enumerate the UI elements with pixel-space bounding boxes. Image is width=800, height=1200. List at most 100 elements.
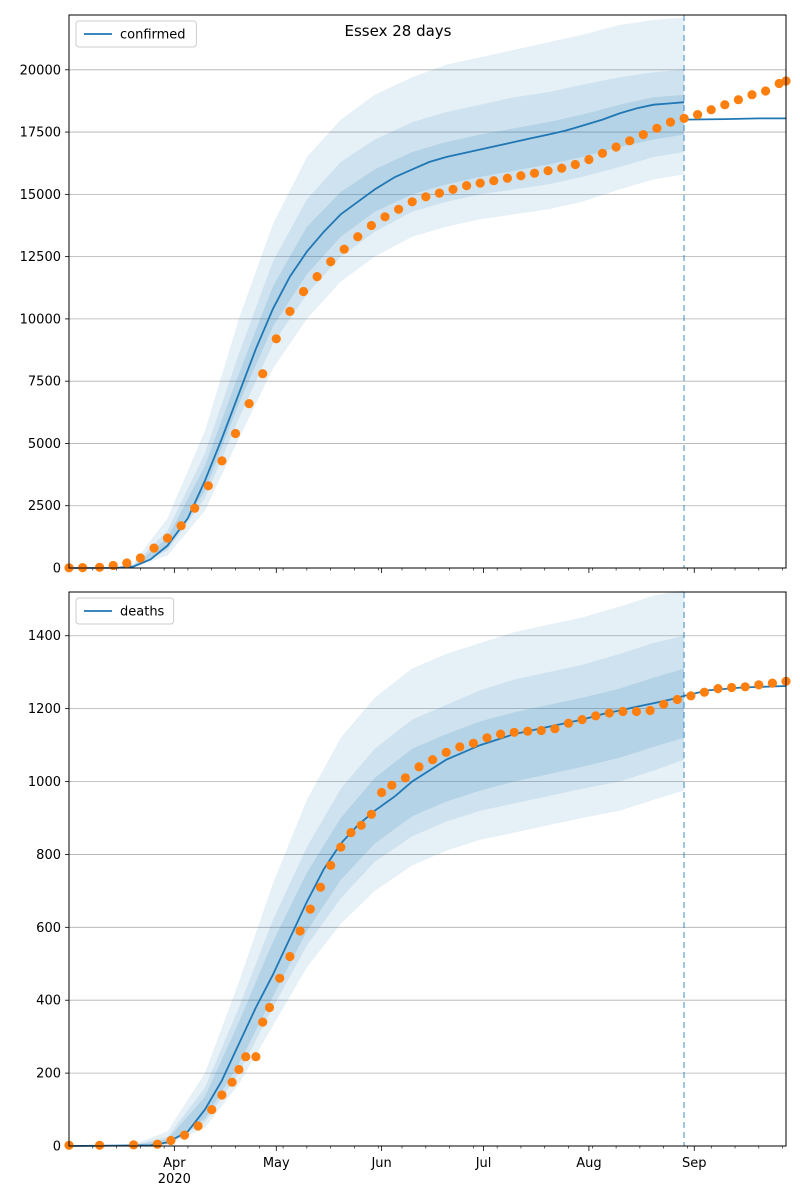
confirmed-observed-point [475, 178, 485, 188]
deaths-panel: 0 200 400 600 800 1000 1200 1400 deaths [28, 590, 791, 1155]
confirmed-ytick-label: 2500 [28, 499, 61, 514]
deaths-observed-point [95, 1140, 105, 1150]
chart-title: Essex 28 days [345, 22, 452, 40]
deaths-ytick-label: 600 [36, 921, 61, 936]
x-month-label: Jun [370, 1156, 391, 1171]
deaths-observed-point [227, 1077, 237, 1087]
deaths-ytick-label: 1200 [28, 702, 61, 717]
deaths-observed-point [618, 706, 628, 717]
confirmed-observed-point [747, 90, 757, 100]
deaths-observed-point [659, 699, 669, 709]
deaths-observed-point [727, 682, 737, 693]
deaths-observed-point [366, 809, 376, 819]
x-month-label: Aug [576, 1156, 601, 1171]
confirmed-observed-point [366, 220, 376, 231]
deaths-observed-point [129, 1140, 139, 1150]
deaths-observed-point [377, 787, 387, 798]
deaths-observed-point [536, 725, 546, 736]
deaths-observed-point [468, 738, 478, 748]
confirmed-observed-point [584, 154, 594, 165]
confirmed-ytick-label: 17500 [20, 126, 61, 141]
confirmed-observed-point [353, 232, 363, 242]
deaths-observed-point [346, 828, 356, 838]
confirmed-observed-point [516, 171, 526, 181]
deaths-observed-point [152, 1139, 162, 1149]
deaths-observed-point [315, 882, 326, 892]
confirmed-observed-point [312, 272, 322, 282]
confirmed-observed-point [217, 456, 227, 466]
deaths-observed-point [482, 733, 492, 743]
deaths-ytick-label: 800 [36, 848, 61, 863]
x-axis-labels: Apr May Jun Jul Aug Sep 2020 [158, 1156, 707, 1187]
deaths-band-2 [69, 668, 685, 1146]
deaths-observed-point [672, 694, 682, 705]
deaths-observed-point [217, 1090, 227, 1100]
deaths-ytick-label: 400 [36, 994, 61, 1009]
confirmed-observed-point [557, 163, 567, 173]
deaths-observed-point [604, 708, 614, 718]
deaths-observed-point [645, 705, 655, 716]
confirmed-observed-point [679, 113, 689, 123]
confirmed-observed-point [652, 123, 662, 133]
confirmed-ytick-label: 12500 [20, 250, 61, 265]
confirmed-observed-point [706, 105, 716, 115]
deaths-observed-point [295, 926, 305, 936]
x-year-label: 2020 [158, 1172, 191, 1187]
deaths-observed-point [400, 773, 410, 783]
confirmed-observed-point [244, 399, 254, 409]
confirmed-observed-point [176, 521, 186, 531]
confirmed-observed-point [611, 142, 621, 152]
confirmed-panel: 0 2500 5000 7500 10000 12500 15000 17500 20000 co… [20, 14, 791, 577]
confirmed-observed-point [625, 136, 635, 146]
confirmed-observed-point [190, 503, 200, 513]
confirmed-ytick-label: 5000 [28, 437, 61, 452]
confirmed-observed-point [434, 188, 444, 198]
deaths-observed-point [496, 729, 506, 739]
deaths-observed-point [264, 1002, 275, 1013]
confirmed-observed-point [203, 481, 213, 491]
deaths-observed-point [631, 706, 642, 717]
confirmed-observed-point [135, 553, 145, 563]
confirmed-observed-point [149, 543, 159, 553]
deaths-observed-point [305, 904, 315, 914]
confirmed-legend-box [75, 20, 197, 48]
x-month-label: Apr [163, 1156, 186, 1171]
confirmed-ytick-label: 20000 [20, 63, 61, 78]
deaths-observed-point [441, 747, 451, 758]
deaths-legend-box [75, 597, 175, 625]
confirmed-observed-point [285, 306, 295, 316]
deaths-observed-point [550, 724, 560, 734]
deaths-observed-point [251, 1052, 261, 1062]
confirmed-observed-point [122, 558, 132, 568]
deaths-axes-frame [68, 591, 787, 1147]
deaths-legend-label: deaths [120, 605, 165, 620]
deaths-observed-point [275, 973, 285, 983]
confirmed-observed-point [693, 110, 703, 120]
confirmed-observed-point [489, 176, 499, 186]
deaths-observed-point [740, 682, 750, 692]
x-month-label: Sep [682, 1156, 707, 1171]
confirmed-observed-point [271, 334, 281, 344]
confirmed-observed-point [258, 369, 268, 379]
deaths-observed-point [356, 820, 366, 830]
deaths-legend: deaths [75, 597, 175, 625]
deaths-observed-point [563, 718, 574, 728]
deaths-observed-point [166, 1135, 176, 1146]
confirmed-observed-point [108, 560, 118, 571]
confirmed-band-0 [69, 17, 685, 568]
deaths-observed-point [207, 1105, 217, 1115]
confirmed-observed-point [326, 257, 336, 267]
confirmed-observed-point [462, 181, 472, 191]
x-month-label: Jul [475, 1156, 492, 1171]
confirmed-observed-point [502, 173, 512, 183]
deaths-observed-point [193, 1121, 203, 1131]
confirmed-observed-point [380, 212, 390, 222]
deaths-ytick-label: 200 [36, 1067, 61, 1082]
confirmed-observed-point [665, 117, 676, 127]
confirmed-observed-point [570, 159, 580, 170]
confirmed-forecast-line [684, 117, 786, 121]
confirmed-observed-point [529, 168, 540, 178]
confirmed-band-1 [69, 69, 685, 569]
confirmed-ytick-label: 7500 [28, 375, 61, 390]
